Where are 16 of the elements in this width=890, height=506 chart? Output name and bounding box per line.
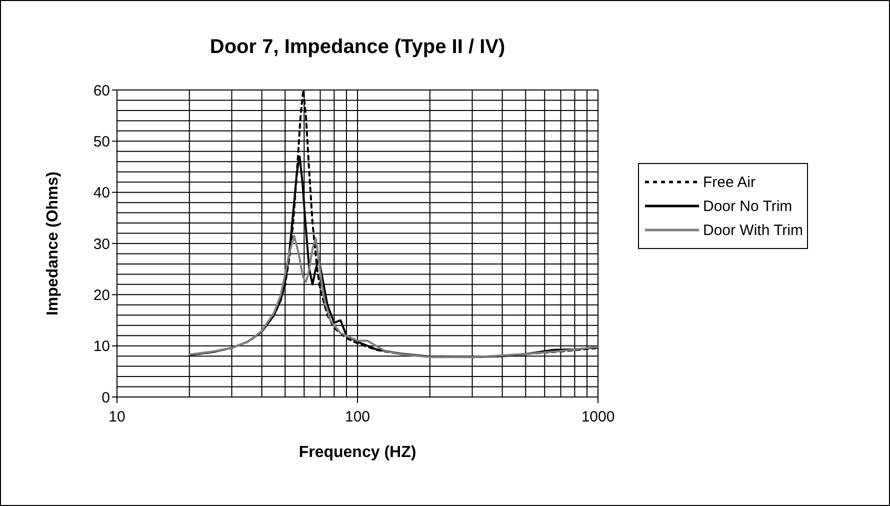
legend-label: Door With Trim: [703, 222, 804, 238]
y-tick-label: 50: [93, 133, 110, 150]
y-tick-label: 20: [93, 286, 110, 304]
y-axis-title: Impedance (Ohms): [44, 171, 62, 316]
legend-label: Free Air: [703, 174, 756, 190]
y-tick-label: 30: [93, 236, 110, 253]
chart-title: Door 7, Impedance (Type II / IV): [208, 36, 506, 59]
y-tick-label: 0: [102, 389, 110, 406]
x-tick-label: 100: [344, 408, 370, 426]
y-tick-label: 60: [93, 82, 110, 100]
x-axis-title: Frequency (HZ): [298, 444, 416, 461]
y-tick-label: 40: [93, 184, 110, 202]
x-tick-label: 1000: [581, 408, 615, 426]
x-tick-label: 10: [108, 408, 126, 426]
legend-label: Door No Trim: [703, 198, 792, 214]
y-tick-label: 10: [93, 338, 110, 356]
